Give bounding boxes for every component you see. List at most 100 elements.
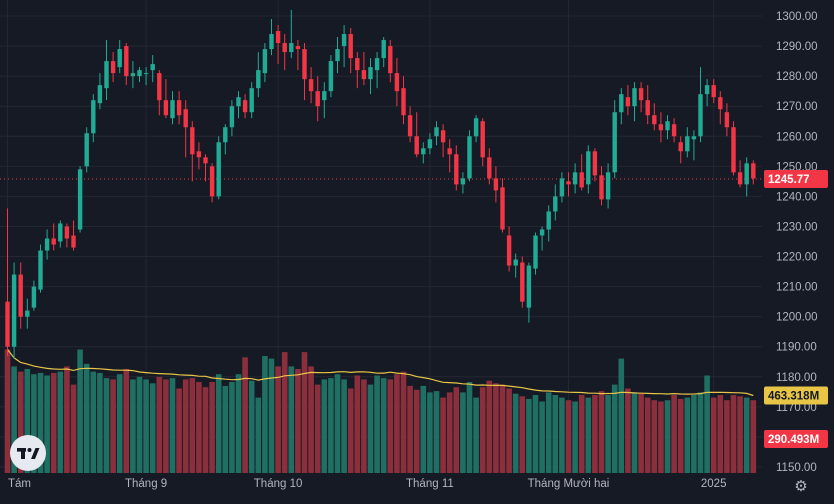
- volume-bar: [651, 400, 658, 473]
- candle: [223, 124, 228, 155]
- volume-bar: [374, 375, 380, 473]
- candle: [487, 148, 492, 185]
- volume-bar: [400, 371, 407, 473]
- last-price-badge: 1245.77: [764, 170, 828, 189]
- candle: [625, 85, 631, 116]
- volume-bar: [103, 378, 110, 473]
- candle-body: [328, 61, 334, 92]
- candle: [5, 208, 10, 356]
- volume-bar: [209, 382, 215, 473]
- last-volume-badge-background: [764, 430, 828, 448]
- candle: [124, 43, 129, 86]
- candle-body: [612, 112, 617, 173]
- candle: [421, 142, 426, 164]
- candle: [546, 205, 551, 242]
- candle: [447, 139, 452, 173]
- time-tick-label: Tháng 9: [125, 478, 167, 490]
- candle-body: [711, 85, 716, 98]
- volume-bar: [64, 366, 70, 473]
- candle: [348, 28, 353, 74]
- price-tick-label: 1280.00: [776, 71, 818, 83]
- candle-body: [506, 235, 512, 266]
- candle-body: [97, 85, 103, 104]
- candle-body: [196, 151, 202, 158]
- volume-bar: [625, 388, 631, 473]
- volume-bar: [724, 400, 730, 473]
- price-tick-label: 1290.00: [776, 41, 818, 53]
- volume-bar: [671, 395, 677, 473]
- candle-body: [176, 100, 182, 116]
- candle-body: [341, 34, 347, 47]
- candle: [269, 19, 274, 56]
- volume-bar: [717, 395, 724, 473]
- last-price-badge-text: 1245.77: [768, 174, 810, 186]
- volume-bar: [176, 388, 182, 473]
- candle: [612, 100, 617, 179]
- candle: [473, 115, 479, 143]
- volume-bar: [255, 397, 262, 473]
- candle-body: [11, 274, 17, 347]
- candle: [454, 145, 459, 191]
- candle: [711, 79, 716, 104]
- candle: [196, 142, 202, 170]
- gear-icon[interactable]: ⚙: [794, 478, 808, 495]
- price-tick-label: 1210.00: [776, 282, 818, 294]
- candle: [256, 52, 261, 98]
- candle-body: [282, 43, 287, 53]
- volume-bar: [499, 384, 506, 473]
- candle: [500, 178, 505, 233]
- candle: [31, 280, 37, 311]
- tradingview-logo-icon[interactable]: [10, 435, 46, 471]
- candle-body: [104, 61, 109, 89]
- volume-bar: [136, 376, 143, 473]
- candle-body: [203, 157, 208, 164]
- time-tick-label: Tháng 10: [254, 478, 303, 490]
- volume-bar: [697, 392, 704, 473]
- candle-body: [361, 70, 367, 80]
- candle-body: [394, 73, 400, 92]
- candle-body: [38, 250, 43, 290]
- candle-body: [117, 49, 122, 68]
- candle-body: [678, 142, 683, 152]
- candle: [157, 70, 162, 116]
- candle-body: [374, 58, 380, 71]
- candle: [216, 136, 221, 200]
- axis-value-badges: 1245.77 463.318M 290.493M: [764, 170, 828, 448]
- price-axis[interactable]: 1300.001290.001280.001270.001260.001250.…: [776, 11, 818, 474]
- candle: [91, 94, 96, 143]
- price-tick-label: 1190.00: [776, 342, 817, 354]
- volume-bar: [545, 392, 552, 473]
- candle: [11, 262, 17, 359]
- candle-body: [447, 148, 452, 155]
- volume-bar: [110, 379, 116, 473]
- candle: [751, 160, 756, 185]
- candle-body: [289, 43, 294, 53]
- volume-bar: [17, 371, 24, 473]
- candle-body: [335, 49, 340, 62]
- volume-bar: [578, 395, 585, 473]
- volume-bar: [394, 374, 400, 473]
- candle: [394, 58, 400, 107]
- candle-body: [170, 100, 175, 119]
- volume-bar: [367, 384, 374, 473]
- volume-bar: [710, 397, 717, 473]
- candle-body: [493, 178, 499, 191]
- candle-body: [665, 121, 670, 131]
- candle-body: [599, 175, 604, 200]
- candle-body: [124, 46, 129, 77]
- candle: [249, 82, 254, 119]
- volume-bar: [361, 379, 367, 473]
- volume-bar: [37, 372, 44, 473]
- candle-body: [5, 301, 10, 347]
- candle-body: [295, 46, 301, 50]
- volume-bar: [202, 387, 209, 473]
- candle-body: [163, 100, 169, 116]
- volume-ma-badge-background: [764, 386, 828, 405]
- time-axis[interactable]: Tám Tháng 9 Tháng 10 Tháng 11 Tháng Mười hai…: [8, 478, 726, 490]
- candle-body: [586, 151, 591, 185]
- volume-bar: [334, 374, 341, 473]
- candle: [704, 79, 710, 107]
- volume-bar: [235, 374, 242, 473]
